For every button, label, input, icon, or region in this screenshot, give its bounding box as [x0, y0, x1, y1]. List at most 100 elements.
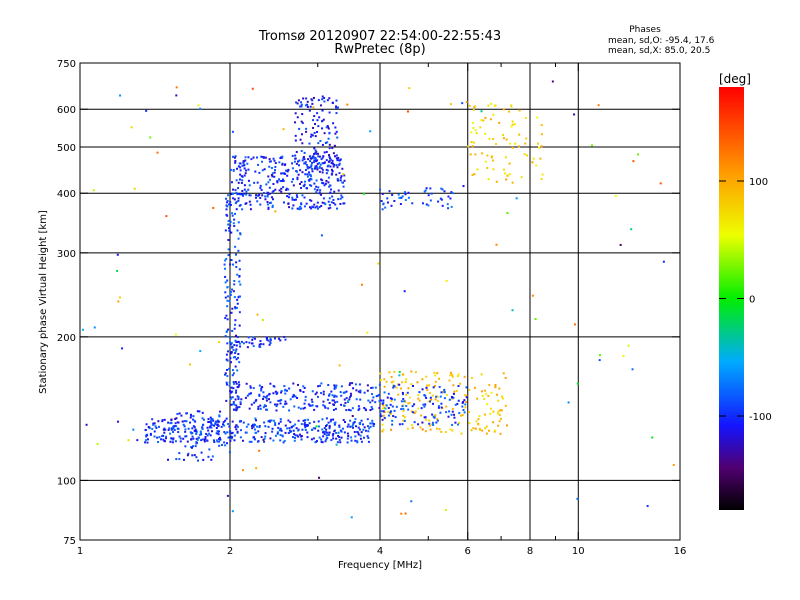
data-point	[318, 170, 321, 173]
data-point	[234, 398, 237, 401]
data-point	[421, 428, 424, 431]
data-point	[231, 396, 234, 399]
data-point	[311, 404, 314, 407]
data-point	[421, 378, 424, 381]
data-point	[427, 400, 430, 403]
data-point	[247, 336, 250, 339]
data-point	[410, 383, 413, 386]
data-point	[339, 179, 342, 182]
data-point	[237, 381, 240, 384]
data-point	[299, 205, 302, 208]
data-point	[178, 452, 181, 455]
data-point	[301, 194, 304, 197]
data-point	[206, 426, 209, 429]
data-point	[495, 180, 498, 183]
data-point	[270, 419, 273, 422]
data-point	[230, 311, 233, 314]
data-point	[336, 106, 339, 109]
data-point	[541, 173, 544, 176]
data-point	[304, 421, 307, 424]
data-point	[383, 406, 386, 409]
data-point	[219, 410, 222, 413]
data-point	[163, 431, 166, 434]
data-point	[259, 404, 262, 407]
data-point	[228, 229, 231, 232]
data-point	[490, 391, 493, 394]
data-point	[513, 123, 516, 126]
data-point	[405, 393, 408, 396]
data-point	[320, 167, 323, 170]
data-point	[318, 191, 321, 194]
data-point	[320, 204, 323, 207]
data-point	[241, 439, 244, 442]
data-point	[176, 413, 179, 416]
data-point	[336, 159, 339, 162]
data-point	[186, 454, 189, 457]
data-point	[308, 142, 311, 145]
data-point	[346, 425, 349, 428]
data-point	[359, 389, 362, 392]
data-point	[465, 396, 468, 399]
data-point	[355, 389, 358, 392]
data-point	[662, 260, 665, 263]
data-point	[275, 404, 278, 407]
data-point	[248, 341, 251, 344]
data-point	[172, 430, 175, 433]
data-point	[235, 261, 238, 264]
data-point	[473, 173, 476, 176]
data-point	[239, 403, 242, 406]
data-point	[303, 151, 306, 154]
data-point	[264, 195, 267, 198]
data-point	[432, 386, 435, 389]
data-point	[334, 386, 337, 389]
data-point	[517, 145, 520, 148]
data-point	[183, 420, 186, 423]
data-point	[345, 397, 348, 400]
data-point	[217, 420, 220, 423]
chart-subtitle: RwPretec (8p)	[334, 42, 425, 57]
data-point	[344, 391, 347, 394]
data-point	[294, 434, 297, 437]
y-tick-label: 75	[63, 536, 76, 547]
data-point	[500, 409, 503, 412]
data-point	[266, 191, 269, 194]
data-point	[395, 405, 398, 408]
data-point	[196, 438, 199, 441]
data-point	[232, 155, 235, 158]
data-point	[335, 157, 338, 160]
data-point	[294, 436, 297, 439]
data-point	[334, 407, 337, 410]
data-point	[398, 196, 401, 199]
data-point	[434, 380, 437, 383]
data-point	[382, 428, 385, 431]
data-point	[326, 169, 329, 172]
data-point	[273, 171, 276, 174]
data-point	[297, 428, 300, 431]
data-point	[324, 203, 327, 206]
data-point	[299, 169, 302, 172]
data-point	[211, 430, 214, 433]
data-point	[391, 405, 394, 408]
data-point	[430, 398, 433, 401]
data-point	[232, 381, 235, 384]
data-point	[271, 206, 274, 209]
data-point	[358, 407, 361, 410]
data-point	[327, 176, 330, 179]
data-point	[209, 434, 212, 437]
data-point	[227, 248, 230, 251]
data-point	[598, 354, 601, 357]
data-point	[433, 371, 436, 374]
data-point	[282, 179, 285, 182]
data-point	[300, 103, 303, 106]
data-point	[272, 190, 275, 193]
data-point	[484, 160, 487, 163]
data-point	[146, 434, 149, 437]
data-point	[371, 419, 374, 422]
data-point	[443, 388, 446, 391]
data-point	[431, 421, 434, 424]
data-point	[330, 418, 333, 421]
data-point	[259, 186, 262, 189]
data-point	[309, 135, 312, 138]
data-point	[356, 430, 359, 433]
data-point	[474, 105, 477, 108]
